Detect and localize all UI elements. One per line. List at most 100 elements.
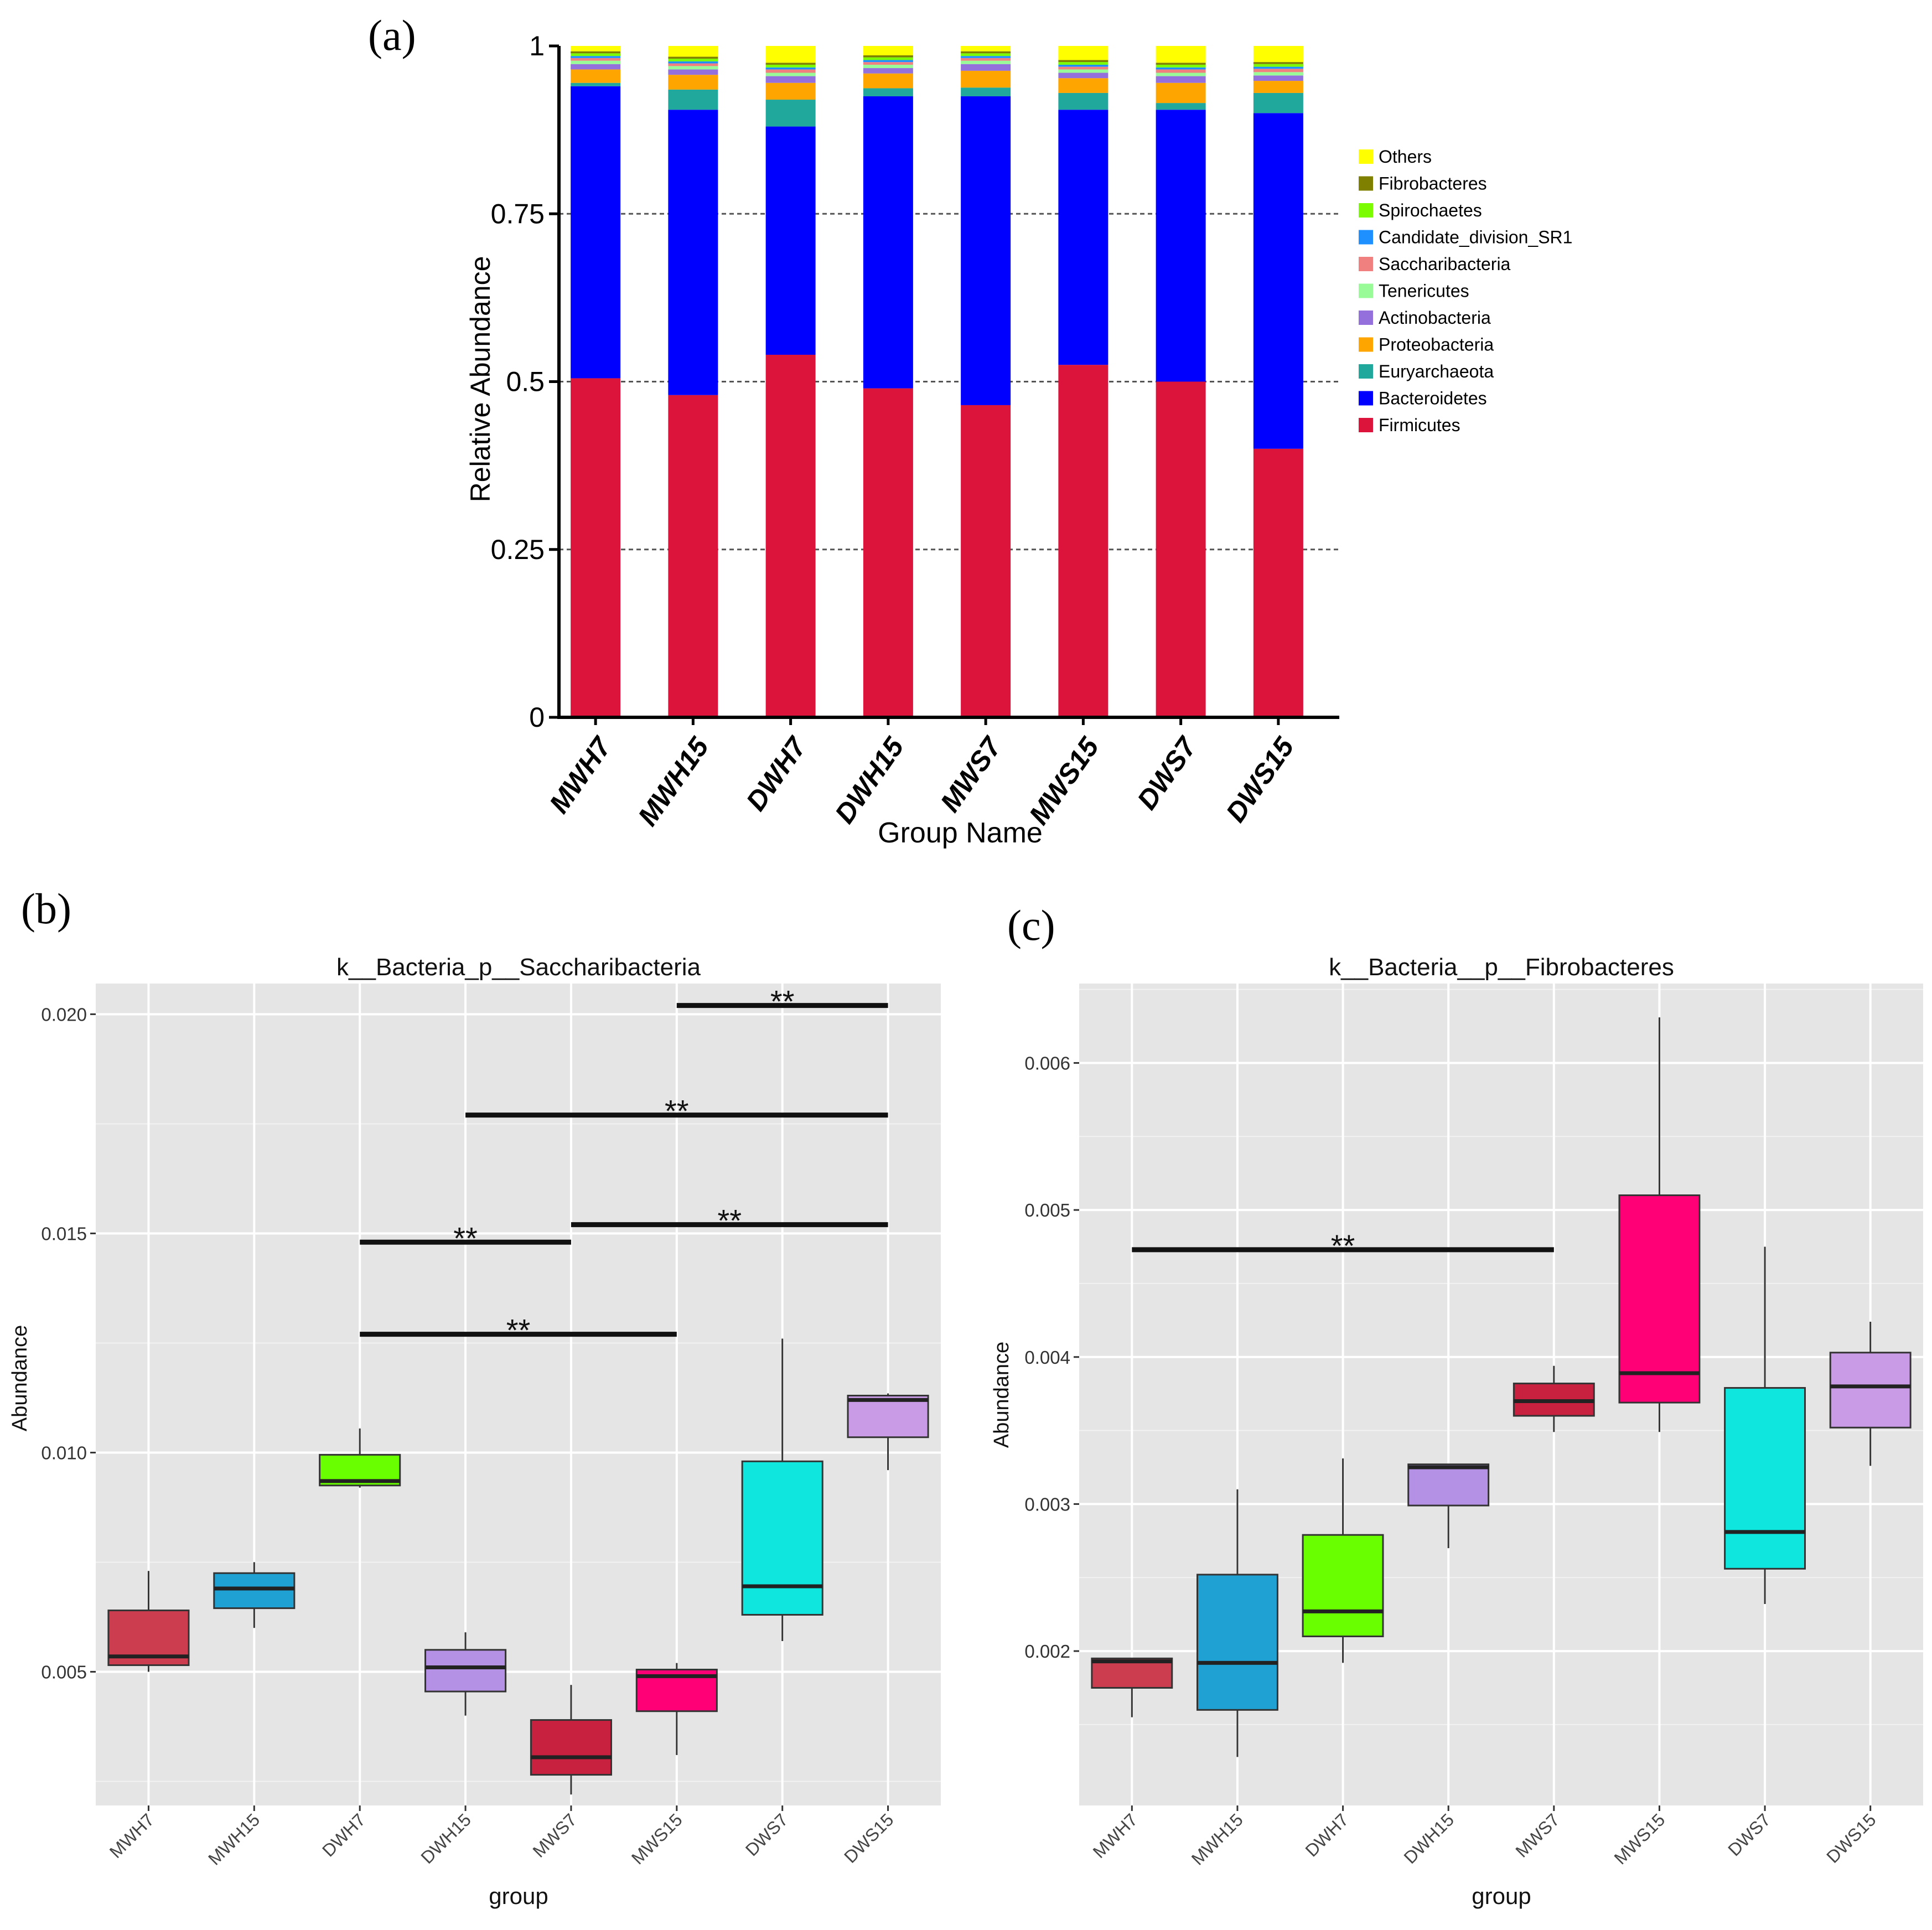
a-bar-segment bbox=[1156, 73, 1206, 76]
a-legend-label: Proteobacteria bbox=[1379, 335, 1494, 355]
b-significance-label: ** bbox=[717, 1203, 742, 1238]
b-box-body bbox=[213, 1572, 296, 1610]
a-bar-MWH15 bbox=[668, 46, 718, 717]
b-y-axis-label: Abundance bbox=[8, 1325, 32, 1431]
b-box-MWH7 bbox=[107, 1571, 190, 1672]
a-bar-segment bbox=[1253, 46, 1303, 63]
a-bar-segment bbox=[765, 76, 816, 83]
a-y-tick-label: 0.25 bbox=[491, 534, 545, 565]
a-legend-item: Tenericutes bbox=[1359, 281, 1469, 301]
c-y-tick-labels: 0.002 0.003 0.004 0.005 0.006 bbox=[1024, 1053, 1079, 1662]
a-bar-segment bbox=[765, 67, 816, 70]
a-bar-segment bbox=[571, 82, 621, 86]
a-legend-label: Spirochaetes bbox=[1379, 200, 1482, 220]
c-box-body bbox=[1618, 1194, 1701, 1404]
a-bar-segment bbox=[1058, 92, 1109, 110]
a-legend-swatch bbox=[1359, 391, 1373, 406]
a-bar-segment bbox=[863, 60, 913, 63]
a-gridlines bbox=[559, 213, 1339, 551]
c-significance-bars: ** bbox=[1132, 1228, 1554, 1263]
a-y-axis-label: Relative Abundance bbox=[465, 256, 496, 503]
c-box-body bbox=[1197, 1574, 1278, 1711]
a-y-tick-label: 1 bbox=[529, 30, 545, 61]
a-bar-segment bbox=[1156, 46, 1206, 63]
a-bars bbox=[571, 46, 1303, 717]
a-bar-segment bbox=[765, 46, 816, 63]
c-y-tick-label: 0.004 bbox=[1024, 1347, 1070, 1368]
a-bar-segment bbox=[961, 56, 1011, 58]
a-bar-segment bbox=[961, 87, 1011, 96]
a-legend-label: Candidate_division_SR1 bbox=[1379, 227, 1572, 247]
a-bar-segment bbox=[668, 66, 718, 70]
panel-label-a: (a) bbox=[368, 11, 416, 59]
a-bar-segment bbox=[1253, 92, 1303, 113]
b-box-MWH15 bbox=[213, 1562, 296, 1628]
a-bar-segment bbox=[1253, 66, 1303, 69]
a-bar-segment bbox=[961, 64, 1011, 71]
a-bar-segment bbox=[1253, 113, 1303, 449]
a-bar-segment bbox=[765, 63, 816, 65]
c-box-body bbox=[1407, 1463, 1490, 1507]
a-legend-swatch bbox=[1359, 230, 1373, 245]
c-box-MWS15 bbox=[1618, 1017, 1701, 1432]
a-bar-segment bbox=[1253, 64, 1303, 67]
c-chart-title: k__Bacteria__p__Fibrobacteres bbox=[1329, 954, 1674, 981]
a-y-tick-labels: 0 0.25 0.5 0.75 1 bbox=[491, 30, 559, 733]
a-legend-item: Actinobacteria bbox=[1359, 308, 1491, 328]
a-bar-segment bbox=[961, 405, 1011, 717]
a-bar-segment bbox=[765, 73, 816, 76]
a-bar-segment bbox=[1058, 69, 1109, 73]
a-bar-segment bbox=[863, 68, 913, 74]
a-bar-segment bbox=[571, 378, 621, 717]
b-significance-bar: ** bbox=[571, 1203, 888, 1238]
a-legend-item: Others bbox=[1359, 147, 1432, 167]
a-bar-segment bbox=[668, 61, 718, 64]
a-bar-segment bbox=[863, 388, 913, 717]
a-bar-segment bbox=[863, 46, 913, 55]
a-bar-segment bbox=[1058, 73, 1109, 79]
a-bar-segment bbox=[1156, 64, 1206, 68]
a-bar-segment bbox=[765, 64, 816, 68]
b-y-tick-label: 0.015 bbox=[41, 1223, 87, 1244]
a-legend-label: Fibrobacteres bbox=[1379, 174, 1487, 194]
a-y-tick-label: 0 bbox=[529, 702, 545, 733]
a-y-tick-label: 0.5 bbox=[506, 366, 545, 397]
a-legend-label: Firmicutes bbox=[1379, 415, 1460, 435]
a-bar-segment bbox=[863, 64, 913, 69]
a-bar-segment bbox=[1058, 46, 1109, 60]
c-y-tick-label: 0.002 bbox=[1024, 1641, 1070, 1662]
a-bar-segment bbox=[668, 75, 718, 90]
b-significance-label: ** bbox=[453, 1220, 478, 1255]
a-bar-segment bbox=[1156, 103, 1206, 110]
a-bar-segment bbox=[668, 46, 718, 57]
panel-label-c: (c) bbox=[1007, 901, 1055, 949]
b-significance-bar: ** bbox=[465, 1094, 888, 1129]
a-bar-DWS7 bbox=[1156, 46, 1206, 717]
a-legend-item: Saccharibacteria bbox=[1359, 254, 1511, 274]
a-bar-segment bbox=[668, 395, 718, 717]
c-box-body bbox=[1302, 1534, 1384, 1637]
a-bar-segment bbox=[571, 69, 621, 83]
a-legend-swatch bbox=[1359, 283, 1373, 298]
b-boxes bbox=[107, 1338, 929, 1795]
c-significance-label: ** bbox=[1331, 1228, 1355, 1263]
a-bar-segment bbox=[1156, 63, 1206, 65]
a-bar-segment bbox=[571, 86, 621, 379]
a-bar-segment bbox=[863, 73, 913, 89]
a-bar-segment bbox=[571, 53, 621, 56]
a-legend-swatch bbox=[1359, 418, 1373, 432]
a-bar-segment bbox=[1253, 448, 1303, 717]
b-box-DWS7 bbox=[741, 1338, 823, 1641]
b-significance-bar: ** bbox=[360, 1220, 571, 1255]
a-legend-item: Spirochaetes bbox=[1359, 200, 1482, 220]
a-legend-label: Bacteroidetes bbox=[1379, 389, 1487, 408]
a-y-tick-label: 0.75 bbox=[491, 198, 545, 229]
a-legend-swatch bbox=[1359, 364, 1373, 379]
b-significance-label: ** bbox=[665, 1094, 689, 1129]
a-legend-label: Others bbox=[1379, 147, 1432, 167]
a-x-axis-label: Group Name bbox=[878, 817, 1043, 849]
b-significance-bars: ** ** ** ** ** bbox=[360, 984, 888, 1348]
a-legend: Others Fibrobacteres Spirochaetes Candidate… bbox=[1359, 147, 1572, 435]
a-bar-segment bbox=[571, 46, 621, 51]
b-y-tick-label: 0.020 bbox=[41, 1004, 87, 1024]
